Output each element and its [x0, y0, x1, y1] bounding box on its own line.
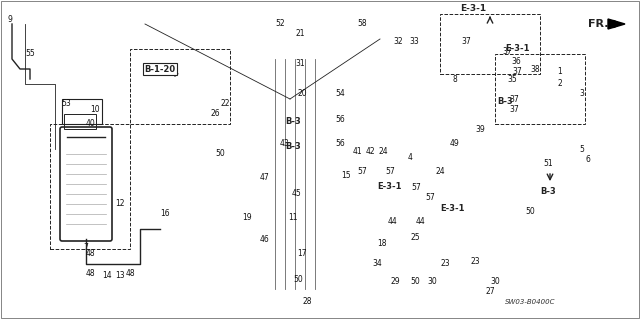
Text: 3: 3	[580, 90, 584, 99]
Text: 39: 39	[475, 124, 485, 133]
Text: E-3-1: E-3-1	[505, 44, 529, 53]
Text: 27: 27	[485, 286, 495, 295]
Text: 32: 32	[393, 36, 403, 46]
Text: 6: 6	[586, 154, 591, 164]
Text: 19: 19	[242, 212, 252, 221]
Text: 2: 2	[557, 79, 563, 88]
Text: 23: 23	[470, 256, 480, 265]
Text: 20: 20	[297, 90, 307, 99]
Text: 51: 51	[543, 160, 553, 168]
Polygon shape	[608, 19, 625, 29]
Text: 57: 57	[411, 182, 421, 191]
Text: 10: 10	[90, 105, 100, 114]
Text: E-3-1: E-3-1	[377, 182, 401, 191]
Text: 14: 14	[102, 271, 112, 280]
Bar	[495, 54, 585, 124]
Text: 44: 44	[415, 217, 425, 226]
Text: 57: 57	[385, 167, 395, 175]
Text: 54: 54	[335, 90, 345, 99]
Text: 41: 41	[352, 146, 362, 155]
Text: 13: 13	[115, 271, 125, 280]
Text: 35: 35	[507, 75, 517, 84]
Text: FR.: FR.	[588, 19, 608, 29]
Text: 50: 50	[410, 277, 420, 286]
Text: 58: 58	[357, 19, 367, 28]
Text: 45: 45	[291, 189, 301, 198]
Text: 4: 4	[408, 152, 412, 161]
Text: 21: 21	[295, 29, 305, 39]
Text: 38: 38	[530, 64, 540, 73]
Text: 55: 55	[25, 49, 35, 58]
Bar	[62, 99, 102, 124]
Text: 22: 22	[220, 100, 230, 108]
Text: 33: 33	[409, 36, 419, 46]
Text: 30: 30	[427, 277, 437, 286]
Text: 43: 43	[280, 139, 290, 149]
Text: 11: 11	[288, 212, 298, 221]
Text: 50: 50	[215, 150, 225, 159]
Text: 29: 29	[390, 277, 400, 286]
Text: 37: 37	[509, 94, 519, 103]
Text: 50: 50	[293, 275, 303, 284]
Text: 28: 28	[302, 296, 312, 306]
Text: 31: 31	[295, 60, 305, 69]
Text: 34: 34	[372, 259, 382, 269]
Text: 16: 16	[160, 210, 170, 219]
Text: 5: 5	[580, 145, 584, 153]
Text: E-3-1: E-3-1	[460, 4, 486, 13]
Text: 48: 48	[85, 270, 95, 278]
Text: B-3: B-3	[285, 142, 301, 151]
Text: 52: 52	[275, 19, 285, 28]
Text: 56: 56	[335, 115, 345, 123]
Text: 15: 15	[341, 172, 351, 181]
Text: 25: 25	[410, 233, 420, 241]
Text: 53: 53	[61, 100, 71, 108]
Text: 12: 12	[115, 199, 125, 209]
Text: 9: 9	[8, 14, 12, 24]
Text: 37: 37	[509, 105, 519, 114]
Text: 30: 30	[490, 277, 500, 286]
Text: 44: 44	[388, 217, 398, 226]
Text: 37: 37	[461, 36, 471, 46]
Text: 50: 50	[525, 206, 535, 216]
Text: 24: 24	[435, 167, 445, 175]
Text: 26: 26	[210, 109, 220, 118]
Text: 37: 37	[512, 66, 522, 76]
Text: SW03-B0400C: SW03-B0400C	[505, 299, 556, 305]
Text: 18: 18	[377, 240, 387, 249]
Text: B-3: B-3	[497, 97, 513, 106]
Text: 8: 8	[452, 75, 458, 84]
Text: 42: 42	[365, 146, 375, 155]
Text: 24: 24	[378, 146, 388, 155]
Bar	[50, 124, 130, 249]
Text: 1: 1	[557, 66, 563, 76]
Text: B-1-20: B-1-20	[145, 64, 175, 73]
Text: 49: 49	[450, 139, 460, 149]
Text: E-3-1: E-3-1	[440, 204, 465, 213]
Text: 56: 56	[335, 139, 345, 149]
Text: 47: 47	[260, 173, 270, 182]
Text: 57: 57	[425, 192, 435, 202]
Text: 40: 40	[85, 118, 95, 128]
Text: 57: 57	[357, 167, 367, 175]
Text: 23: 23	[440, 259, 450, 269]
Text: 17: 17	[297, 249, 307, 258]
Text: 37: 37	[502, 47, 512, 56]
Bar	[440, 14, 540, 74]
Text: 7: 7	[84, 242, 88, 251]
Text: 46: 46	[260, 234, 270, 243]
Bar	[130, 49, 230, 124]
FancyBboxPatch shape	[60, 127, 112, 241]
Text: B-3: B-3	[285, 117, 301, 126]
Text: 36: 36	[511, 56, 521, 65]
Bar	[64, 114, 96, 129]
Text: B-3: B-3	[540, 187, 556, 196]
Text: 48: 48	[125, 270, 135, 278]
Text: 48: 48	[85, 249, 95, 258]
